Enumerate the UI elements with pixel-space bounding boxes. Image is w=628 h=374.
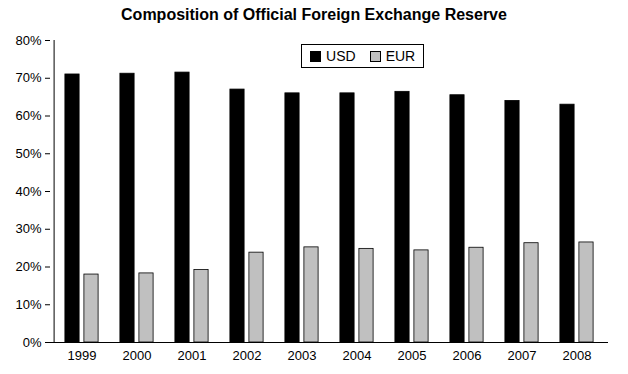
- svg-text:30%: 30%: [15, 221, 41, 236]
- html-text:Composition of Official Foreig: Composition of Official Foreign Exchange…: [121, 6, 507, 23]
- svg-text:60%: 60%: [15, 108, 41, 123]
- svg-text:10%: 10%: [15, 297, 41, 312]
- html-text:USD: USD: [326, 48, 356, 64]
- svg-text:2003: 2003: [288, 348, 317, 363]
- svg-text:2002: 2002: [233, 348, 262, 363]
- svg-text:80%: 80%: [15, 33, 41, 48]
- svg-text:0%: 0%: [23, 335, 42, 350]
- svg-text:70%: 70%: [15, 70, 41, 85]
- svg-text:40%: 40%: [15, 184, 41, 199]
- svg-text:2006: 2006: [453, 348, 482, 363]
- svg-text:50%: 50%: [15, 146, 41, 161]
- svg-text:2000: 2000: [123, 348, 152, 363]
- svg-text:2008: 2008: [563, 348, 592, 363]
- svg-text:2005: 2005: [398, 348, 427, 363]
- svg-text:2007: 2007: [508, 348, 537, 363]
- svg-text:1999: 1999: [68, 348, 97, 363]
- svg-text:2004: 2004: [343, 348, 372, 363]
- html-text:EUR: EUR: [385, 48, 416, 64]
- svg-text:2001: 2001: [178, 348, 207, 363]
- svg-text:20%: 20%: [15, 259, 41, 274]
